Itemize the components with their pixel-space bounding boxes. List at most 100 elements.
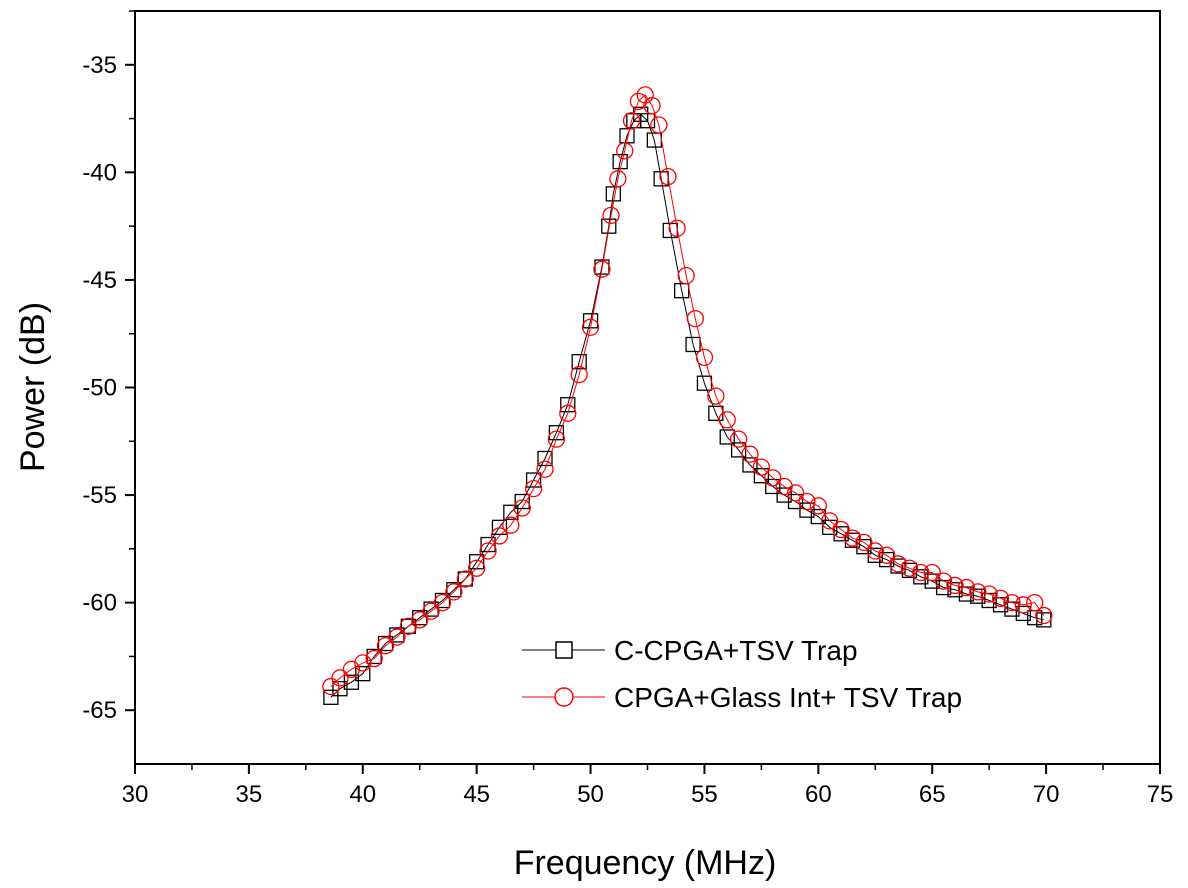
data-point [322,677,340,696]
data-point [991,589,1010,607]
data-point [639,113,656,129]
x-tick-label: 50 [577,781,604,808]
x-axis-title: Frequency (MHz) [514,844,777,882]
data-point [601,218,617,234]
x-tick-label: 35 [236,781,263,808]
data-point [433,593,452,612]
data-point [957,578,976,597]
y-tick-label: -50 [82,375,117,402]
data-point [810,508,826,525]
data-point [809,497,827,515]
data-point [775,477,793,496]
data-point [1015,605,1031,622]
data-point [668,219,686,237]
data-point [411,611,429,629]
data-point [354,654,372,672]
data-point [571,354,587,370]
data-point [695,348,714,367]
legend-label-series-2: CPGA+Glass Int+ TSV Trap [614,682,962,713]
x-tick-label: 45 [463,781,490,808]
data-point [752,458,771,476]
data-point [389,627,405,643]
data-point [570,365,588,384]
data-point [821,512,839,530]
y-axis-title: Power (dB) [14,302,52,472]
data-point [685,336,701,353]
data-point [399,617,417,635]
data-point [629,92,648,111]
data-point [445,583,463,601]
data-point [1003,593,1021,612]
data-point [616,142,634,160]
data-point [741,445,759,463]
x-tick-label: 70 [1033,781,1060,808]
plot-frame [134,10,1161,765]
data-point [594,259,610,275]
data-point [730,442,747,458]
data-point [787,493,804,510]
y-tick-label: -45 [82,267,117,294]
data-point [593,260,611,278]
data-point [765,478,781,495]
data-point [866,542,884,560]
data-point [878,546,896,564]
data-point [456,570,474,588]
y-axis-ticks: -35 -40 -45 -50 -55 -60 -65 [82,10,135,724]
x-axis-ticks: 30 35 40 45 50 55 60 65 70 75 [122,764,1174,808]
data-point [622,112,641,130]
data-point [446,582,462,598]
data-point [365,649,383,668]
data-point [525,472,542,488]
data-point [707,387,725,405]
data-point [468,559,486,577]
data-point [342,660,361,678]
y-tick-label: -40 [82,159,117,186]
data-point [980,585,998,603]
x-tick-label: 75 [1147,781,1174,808]
data-point [602,206,620,225]
legend-marker-series-1 [555,641,573,659]
series-1 [323,106,1052,705]
data-point [503,504,519,520]
legend-label-series-1: C-CPGA+TSV Trap [614,635,858,666]
data-point [388,628,406,646]
legend-marker-series-2 [554,687,574,707]
data-point [786,484,805,502]
data-point [355,665,371,682]
data-point [923,563,941,582]
data-point [643,97,661,115]
data-point [843,529,862,547]
data-point [855,533,873,552]
plot-series [322,86,1053,705]
y-tick-label: -55 [82,482,117,509]
data-point [547,430,566,448]
data-point [742,457,758,473]
data-point [323,689,339,705]
data-point [331,669,349,687]
data-point [491,519,508,535]
series-2 [322,86,1053,696]
data-point [912,563,930,582]
data-point [376,637,395,655]
data-point [490,527,509,545]
y-tick-label: -60 [82,590,117,617]
data-point [729,430,748,448]
data-point [719,429,735,445]
data-point [524,479,543,498]
series-line [330,94,1045,687]
data-point [677,266,695,285]
data-point [900,559,919,577]
data-point [536,460,554,478]
data-point [889,555,907,573]
data-point [537,450,553,467]
data-point [422,602,440,620]
y-tick-label: -35 [82,52,117,79]
data-point [958,586,975,602]
data-point [934,572,953,590]
x-tick-label: 55 [691,781,718,808]
x-tick-label: 60 [805,781,832,808]
legend: C-CPGA+TSV Trap CPGA+Glass Int+ TSV Trap [522,635,962,713]
data-point [581,318,600,336]
data-point [479,542,497,560]
